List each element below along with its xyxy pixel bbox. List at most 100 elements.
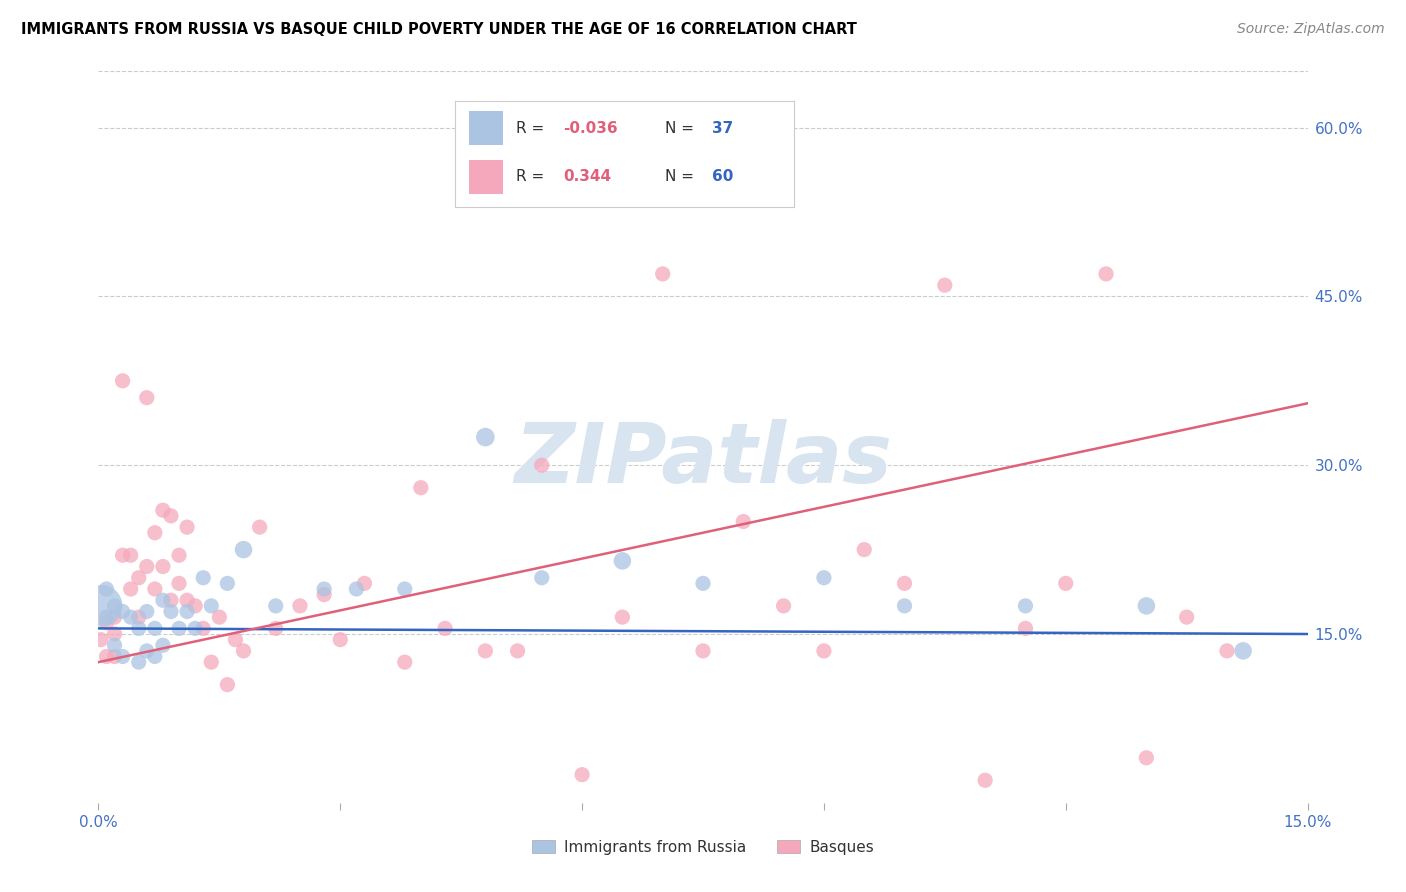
Point <box>103 627 125 641</box>
Point <box>692 576 714 591</box>
Point <box>176 593 198 607</box>
Point <box>813 644 835 658</box>
Point <box>128 621 150 635</box>
Point <box>1014 599 1036 613</box>
Point <box>1054 576 1077 591</box>
Point <box>111 374 134 388</box>
Point <box>176 605 198 619</box>
Point <box>974 773 997 788</box>
Point <box>264 621 287 635</box>
Point <box>1232 644 1254 658</box>
Point <box>1135 599 1157 613</box>
Point <box>143 649 166 664</box>
Point <box>1175 610 1198 624</box>
Point <box>1095 267 1118 281</box>
Point <box>208 610 231 624</box>
Point <box>264 599 287 613</box>
Point <box>893 576 915 591</box>
Point <box>152 593 174 607</box>
Point <box>111 649 134 664</box>
Point <box>344 582 367 596</box>
Point <box>160 508 183 523</box>
Point <box>135 644 157 658</box>
Point <box>612 610 634 624</box>
Point <box>152 638 174 652</box>
Point <box>103 610 125 624</box>
Point <box>394 582 416 596</box>
Point <box>96 610 118 624</box>
Point <box>314 588 336 602</box>
Point <box>120 548 142 562</box>
Point <box>167 548 190 562</box>
Point <box>506 644 529 658</box>
Point <box>893 599 915 613</box>
Point <box>96 582 118 596</box>
Point <box>128 571 150 585</box>
Point <box>120 582 142 596</box>
Text: Source: ZipAtlas.com: Source: ZipAtlas.com <box>1237 22 1385 37</box>
Point <box>96 615 118 630</box>
Point <box>111 605 134 619</box>
Point <box>128 610 150 624</box>
Point <box>103 649 125 664</box>
Point <box>353 576 375 591</box>
Text: IMMIGRANTS FROM RUSSIA VS BASQUE CHILD POVERTY UNDER THE AGE OF 16 CORRELATION C: IMMIGRANTS FROM RUSSIA VS BASQUE CHILD P… <box>21 22 858 37</box>
Point <box>200 599 222 613</box>
Point <box>143 582 166 596</box>
Point <box>232 542 254 557</box>
Point <box>217 678 239 692</box>
Point <box>152 559 174 574</box>
Point <box>394 655 416 669</box>
Point <box>90 599 112 613</box>
Point <box>152 503 174 517</box>
Point <box>90 632 112 647</box>
Point <box>249 520 271 534</box>
Point <box>571 767 593 781</box>
Point <box>329 632 352 647</box>
Point <box>176 520 198 534</box>
Point <box>772 599 794 613</box>
Point <box>474 644 496 658</box>
Point <box>733 515 755 529</box>
Point <box>143 525 166 540</box>
Point <box>200 655 222 669</box>
Point <box>135 605 157 619</box>
Point <box>224 632 246 647</box>
Point <box>135 391 157 405</box>
Point <box>1014 621 1036 635</box>
Point <box>135 559 157 574</box>
Point <box>853 542 876 557</box>
Point <box>193 621 215 635</box>
Point <box>193 571 215 585</box>
Point <box>651 267 673 281</box>
Point <box>96 649 118 664</box>
Point <box>143 621 166 635</box>
Point <box>160 593 183 607</box>
Point <box>217 576 239 591</box>
Point <box>409 481 432 495</box>
Text: ZIPatlas: ZIPatlas <box>515 418 891 500</box>
Point <box>167 621 190 635</box>
Point <box>813 571 835 585</box>
Point <box>474 430 496 444</box>
Point <box>1135 751 1157 765</box>
Point <box>184 621 207 635</box>
Point <box>111 548 134 562</box>
Point <box>314 582 336 596</box>
Point <box>232 644 254 658</box>
Legend: Immigrants from Russia, Basques: Immigrants from Russia, Basques <box>526 834 880 861</box>
Point <box>103 599 125 613</box>
Point <box>288 599 311 613</box>
Point <box>934 278 956 293</box>
Point <box>103 638 125 652</box>
Point <box>612 554 634 568</box>
Point <box>184 599 207 613</box>
Point <box>434 621 457 635</box>
Point <box>128 655 150 669</box>
Point <box>1216 644 1239 658</box>
Point <box>692 644 714 658</box>
Point <box>167 576 190 591</box>
Point <box>160 605 183 619</box>
Point <box>530 571 553 585</box>
Point <box>530 458 553 473</box>
